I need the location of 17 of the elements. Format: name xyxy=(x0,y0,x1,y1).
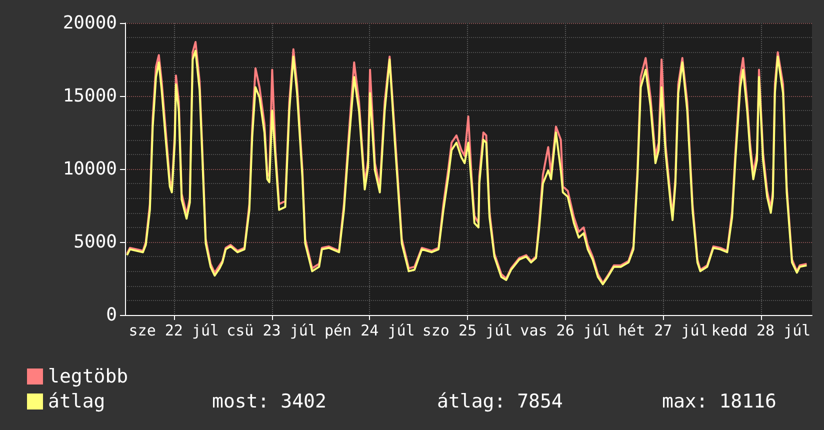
x-tick-label: szo 25 júl xyxy=(422,322,513,340)
x-tick-label: hét 27 júl xyxy=(618,322,708,340)
x-tick-label: kedd 28 júl xyxy=(711,322,811,340)
legend-label: legtöbb xyxy=(48,366,128,388)
y-tick-label: 15000 xyxy=(62,86,117,106)
legend-label: átlag xyxy=(48,390,106,412)
text: max: 18116 xyxy=(662,390,776,412)
x-tick-label: pén 24 júl xyxy=(324,322,415,340)
y-tick-label: 10000 xyxy=(62,158,117,180)
x-tick-label: vas 26 júl xyxy=(520,322,610,340)
y-tick-label: 20000 xyxy=(62,12,117,34)
x-tick-label: sze 22 júl xyxy=(128,322,220,340)
x-tick-label: csü 23 júl xyxy=(226,322,317,340)
text: átlag: 7854 xyxy=(437,390,563,412)
y-tick-label: 0 xyxy=(106,304,117,326)
text: most: 3402 xyxy=(212,390,326,412)
y-tick-label: 5000 xyxy=(74,232,117,252)
